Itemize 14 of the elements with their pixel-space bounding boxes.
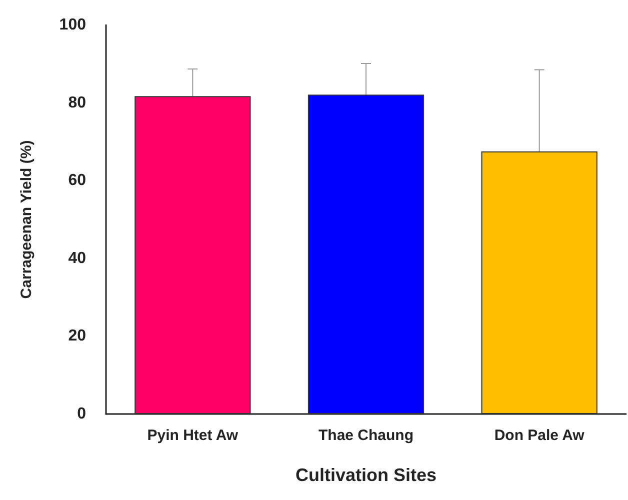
y-axis-title: Carrageenan Yield (%) — [18, 140, 35, 299]
y-tick-label: 60 — [68, 172, 86, 190]
y-tick-label: 0 — [77, 406, 86, 422]
y-tick-label: 80 — [68, 94, 86, 112]
x-axis-title: Cultivation Sites — [295, 465, 437, 485]
y-tick-label: 100 — [59, 16, 86, 34]
bar — [308, 94, 424, 414]
bar — [134, 96, 251, 414]
y-tick-label: 20 — [68, 328, 86, 345]
y-tick-label: 40 — [68, 250, 86, 267]
x-tick-label: Pyin Htet Aw — [147, 427, 238, 444]
x-tick-label: Thae Chaung — [318, 427, 414, 444]
bar — [481, 151, 598, 414]
x-tick-label: Don Pale Aw — [494, 427, 585, 444]
